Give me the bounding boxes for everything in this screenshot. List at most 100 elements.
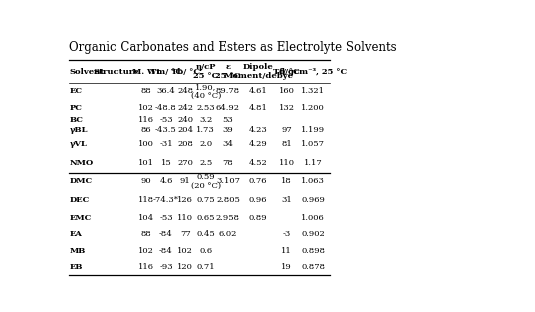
Text: 4.81: 4.81 xyxy=(249,104,268,112)
Text: 242: 242 xyxy=(177,104,193,112)
Text: 81: 81 xyxy=(281,140,292,149)
Text: NMO: NMO xyxy=(70,159,94,167)
Text: EA: EA xyxy=(70,230,82,238)
Text: 91: 91 xyxy=(180,177,190,185)
Text: 126: 126 xyxy=(177,196,193,204)
Text: 1.200: 1.200 xyxy=(301,104,325,112)
Text: 101: 101 xyxy=(138,159,154,167)
Text: 1.057: 1.057 xyxy=(301,140,325,149)
Text: Dipole
Moment/debye: Dipole Moment/debye xyxy=(223,63,293,80)
Text: 36.4: 36.4 xyxy=(157,87,175,95)
Text: 118: 118 xyxy=(138,196,154,204)
Text: 18: 18 xyxy=(281,177,292,185)
Text: 39: 39 xyxy=(223,126,233,134)
Text: 0.75: 0.75 xyxy=(196,196,215,204)
Text: 4.29: 4.29 xyxy=(249,140,268,149)
Text: 89.78: 89.78 xyxy=(216,87,240,95)
Text: 0.45: 0.45 xyxy=(196,230,215,238)
Text: 1.17: 1.17 xyxy=(304,159,323,167)
Text: -43.5: -43.5 xyxy=(155,126,177,134)
Text: 2.805: 2.805 xyxy=(216,196,240,204)
Text: 160: 160 xyxy=(279,87,295,95)
Text: 104: 104 xyxy=(138,214,154,222)
Text: 19: 19 xyxy=(281,263,292,271)
Text: 0.71: 0.71 xyxy=(196,263,215,271)
Text: 0.878: 0.878 xyxy=(301,263,325,271)
Text: 0.96: 0.96 xyxy=(249,196,268,204)
Text: 0.65: 0.65 xyxy=(196,214,215,222)
Text: DMC: DMC xyxy=(70,177,93,185)
Text: 3.2: 3.2 xyxy=(199,116,212,124)
Text: 1.321: 1.321 xyxy=(301,87,325,95)
Text: -3: -3 xyxy=(282,230,291,238)
Text: M. Wt: M. Wt xyxy=(132,68,160,76)
Text: 0.89: 0.89 xyxy=(249,214,268,222)
Text: 270: 270 xyxy=(177,159,193,167)
Text: 116: 116 xyxy=(138,263,154,271)
Text: 64.92: 64.92 xyxy=(216,104,240,112)
Text: d/gcm⁻³, 25 °C: d/gcm⁻³, 25 °C xyxy=(279,68,347,76)
Text: 11: 11 xyxy=(281,247,292,255)
Text: 2.53: 2.53 xyxy=(196,104,215,112)
Text: 1.063: 1.063 xyxy=(301,177,325,185)
Text: Tm/ °C: Tm/ °C xyxy=(150,68,182,76)
Text: 0.969: 0.969 xyxy=(301,196,325,204)
Text: 77: 77 xyxy=(180,230,190,238)
Text: 0.76: 0.76 xyxy=(249,177,268,185)
Text: 3.107: 3.107 xyxy=(216,177,240,185)
Text: γBL: γBL xyxy=(70,126,88,134)
Text: 88: 88 xyxy=(141,87,151,95)
Text: Organic Carbonates and Esters as Electrolyte Solvents: Organic Carbonates and Esters as Electro… xyxy=(69,41,396,54)
Text: 86: 86 xyxy=(141,126,151,134)
Text: Tf/ °C: Tf/ °C xyxy=(273,68,300,76)
Text: 4.23: 4.23 xyxy=(249,126,268,134)
Text: PC: PC xyxy=(70,104,83,112)
Text: 15: 15 xyxy=(160,159,171,167)
Text: -74.3*: -74.3* xyxy=(153,196,179,204)
Text: 100: 100 xyxy=(139,140,154,149)
Text: 31: 31 xyxy=(281,196,292,204)
Text: Solvent: Solvent xyxy=(70,68,105,76)
Text: 1.90,
(40 °C): 1.90, (40 °C) xyxy=(190,83,221,100)
Text: 116: 116 xyxy=(138,116,154,124)
Text: -31: -31 xyxy=(159,140,173,149)
Text: 88: 88 xyxy=(141,230,151,238)
Text: 110: 110 xyxy=(177,214,193,222)
Text: EMC: EMC xyxy=(70,214,92,222)
Text: ε
25 °C: ε 25 °C xyxy=(215,63,241,80)
Text: -93: -93 xyxy=(159,263,173,271)
Text: 1.006: 1.006 xyxy=(301,214,325,222)
Text: γVL: γVL xyxy=(70,140,88,149)
Text: 120: 120 xyxy=(177,263,193,271)
Text: 0.59
(20 °C): 0.59 (20 °C) xyxy=(190,173,221,190)
Text: -48.8: -48.8 xyxy=(155,104,177,112)
Text: Structure: Structure xyxy=(93,68,139,76)
Text: 34: 34 xyxy=(223,140,233,149)
Text: η/cP
25 °C: η/cP 25 °C xyxy=(193,63,218,80)
Text: -53: -53 xyxy=(159,116,173,124)
Text: 4.61: 4.61 xyxy=(249,87,268,95)
Text: 97: 97 xyxy=(281,126,292,134)
Text: BC: BC xyxy=(70,116,84,124)
Text: EC: EC xyxy=(70,87,83,95)
Text: 102: 102 xyxy=(177,247,193,255)
Text: 110: 110 xyxy=(279,159,295,167)
Text: -53: -53 xyxy=(159,214,173,222)
Text: 4.6: 4.6 xyxy=(159,177,173,185)
Text: -84: -84 xyxy=(159,247,173,255)
Text: 78: 78 xyxy=(223,159,233,167)
Text: 1.73: 1.73 xyxy=(196,126,215,134)
Text: 1.199: 1.199 xyxy=(301,126,325,134)
Text: EB: EB xyxy=(70,263,83,271)
Text: 240: 240 xyxy=(177,116,193,124)
Text: Tb/ °C: Tb/ °C xyxy=(171,68,200,76)
Text: DEC: DEC xyxy=(70,196,90,204)
Text: 102: 102 xyxy=(139,247,154,255)
Text: 0.898: 0.898 xyxy=(301,247,325,255)
Text: 0.6: 0.6 xyxy=(199,247,212,255)
Text: 53: 53 xyxy=(223,116,233,124)
Text: 6.02: 6.02 xyxy=(219,230,237,238)
Text: 90: 90 xyxy=(141,177,151,185)
Text: 102: 102 xyxy=(139,104,154,112)
Text: 4.52: 4.52 xyxy=(249,159,268,167)
